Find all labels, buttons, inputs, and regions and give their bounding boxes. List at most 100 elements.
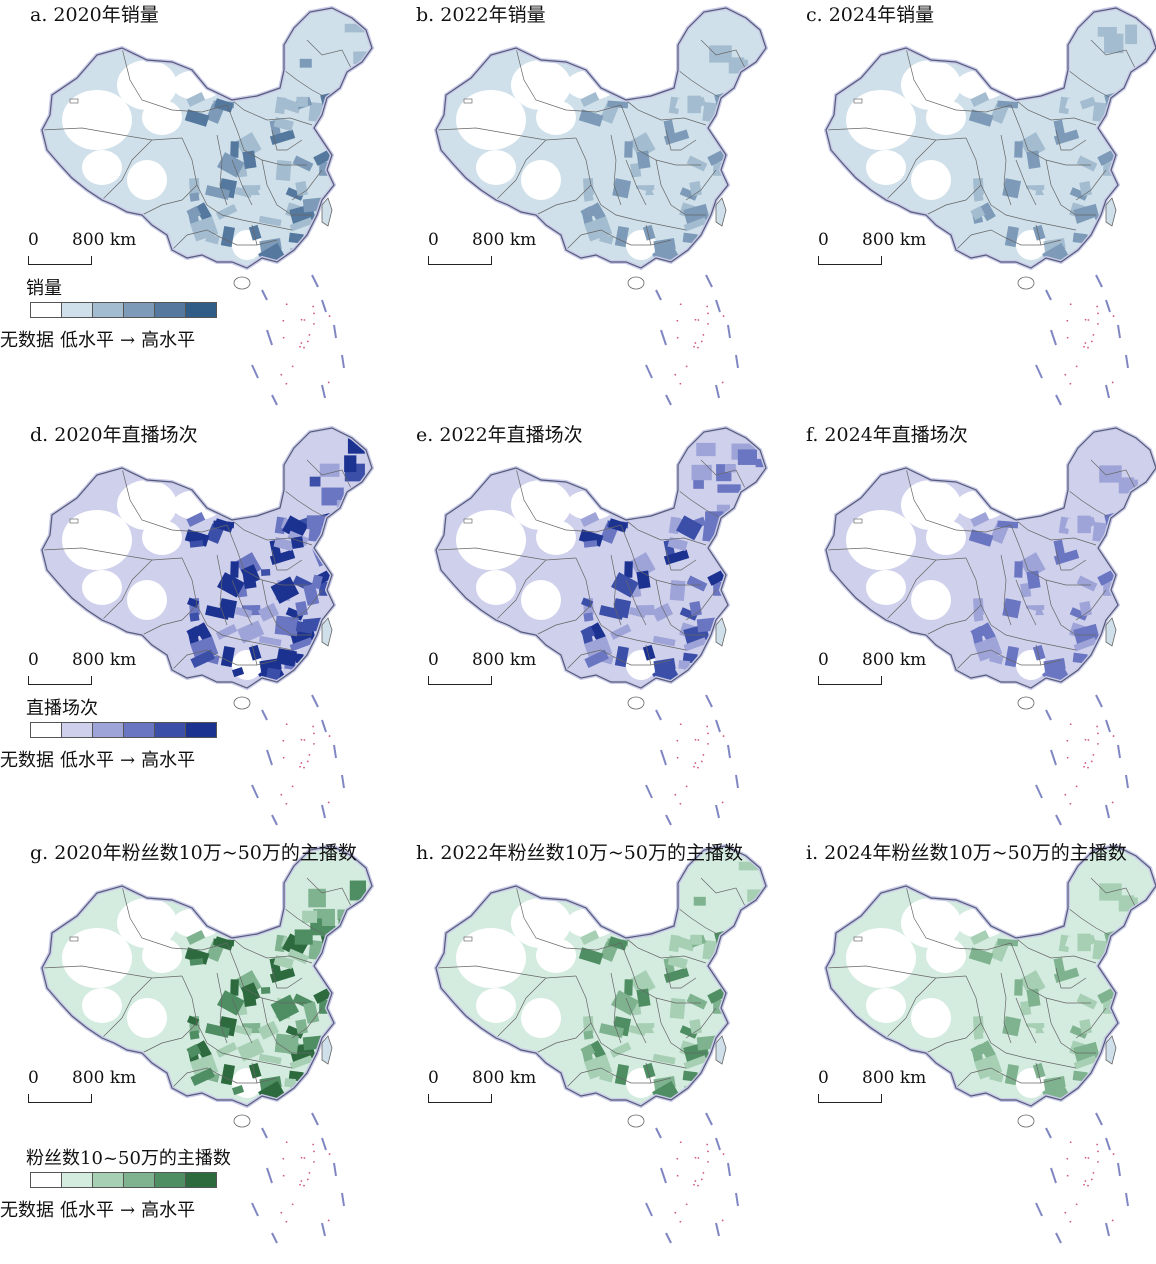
island-dot <box>299 765 301 768</box>
province-border <box>283 489 328 519</box>
province-border <box>291 1007 323 1039</box>
island-dot <box>1087 766 1089 769</box>
island-dot <box>1069 802 1072 805</box>
nine-dash-segment <box>727 324 731 339</box>
province-border <box>1075 589 1107 621</box>
scale-line <box>818 256 882 265</box>
province-border <box>645 1062 652 1084</box>
island-dot <box>697 346 699 349</box>
legend-arrow: → <box>120 1200 136 1221</box>
nine-dash-segment <box>311 1112 319 1126</box>
scale-bar: 0 800 km <box>428 230 536 270</box>
nine-dash-segment <box>660 329 667 346</box>
province-border <box>121 47 228 113</box>
province-border <box>42 547 183 561</box>
hainan-island <box>233 1114 251 1128</box>
island-dot <box>700 340 703 343</box>
province-border <box>1015 159 1037 206</box>
province-border <box>1075 1007 1107 1039</box>
scale-line <box>428 1094 492 1103</box>
nine-dash-segment <box>1117 324 1121 339</box>
nine-dash-segment <box>660 1167 667 1184</box>
lake-marker <box>69 936 79 942</box>
island-dot <box>707 322 709 325</box>
island-dot <box>1096 1143 1099 1146</box>
province-border <box>575 557 687 651</box>
scale-distance-label: 800 km <box>862 230 927 250</box>
province-border <box>226 942 307 1004</box>
island-dot <box>1087 739 1090 741</box>
province-border <box>1055 129 1087 151</box>
nine-dash-segment <box>251 364 259 379</box>
scale-zero-label: 0 <box>428 230 439 250</box>
island-dot <box>1084 1156 1087 1159</box>
province-border <box>231 997 253 1044</box>
island-dot <box>697 739 700 741</box>
province-border <box>42 965 183 979</box>
scale-distance-label: 800 km <box>72 650 137 670</box>
island-dot <box>1097 1150 1099 1153</box>
island-dot <box>1097 1160 1099 1163</box>
island-dot <box>280 373 283 376</box>
national-boundary <box>435 7 767 269</box>
island-dot <box>1087 319 1090 321</box>
legend-swatch-2 <box>93 1173 124 1187</box>
province-border <box>495 139 547 201</box>
island-dot <box>313 312 315 315</box>
province-border <box>1000 554 1012 626</box>
island-dot <box>702 334 705 336</box>
legend-nodata-label: 无数据 <box>0 330 54 351</box>
choropleth-cells <box>42 846 372 1106</box>
scale-zero-label: 0 <box>818 230 829 250</box>
taiwan-island <box>1105 617 1117 647</box>
province-border <box>436 547 577 561</box>
province-border <box>575 137 687 231</box>
nine-dash-segment <box>341 774 345 789</box>
panel-title: d. 2020年直播场次 <box>30 424 198 446</box>
nine-dash-segment <box>1125 354 1129 369</box>
island-dot <box>1111 381 1114 384</box>
island-dot <box>328 1153 331 1155</box>
island-dot <box>1084 738 1087 741</box>
nine-dash-segment <box>1105 719 1111 733</box>
province-border <box>885 559 937 621</box>
nine-dash-segment <box>321 384 326 399</box>
hainan-island <box>233 276 251 290</box>
island-dot <box>693 345 695 348</box>
island-dot <box>1064 793 1067 796</box>
nine-dash-segment <box>261 709 268 721</box>
china-map <box>433 425 769 826</box>
nine-dash-segment <box>1125 774 1129 789</box>
nine-dash-segment <box>660 749 667 766</box>
province-border <box>700 459 747 491</box>
nine-dash-segment <box>735 1192 739 1207</box>
province-border <box>645 224 652 246</box>
nine-dash-segment <box>1050 1167 1057 1184</box>
island-dot <box>312 1143 315 1146</box>
lake-marker <box>853 98 863 104</box>
china-map <box>433 5 769 406</box>
nine-dash-segment <box>341 1192 345 1207</box>
nine-dash-segment <box>705 1112 713 1126</box>
island-dot <box>327 1219 330 1222</box>
province-border <box>965 137 1077 231</box>
scale-bar: 0 800 km <box>818 1068 926 1108</box>
island-dot <box>285 1220 288 1223</box>
island-dot <box>1069 1220 1072 1223</box>
legend-swatch-1 <box>62 723 93 737</box>
island-dot <box>282 1174 285 1177</box>
scale-line <box>818 1094 882 1103</box>
island-dot <box>1069 303 1072 306</box>
province-border <box>610 554 622 626</box>
island-dot <box>312 305 315 308</box>
legend-2: 粉丝数10~50万的主播数 无数据 低水平 → 高水平 <box>0 1144 250 1224</box>
legend-low-label: 低水平 <box>60 1200 114 1221</box>
province-border <box>655 159 706 216</box>
nine-dash-segment <box>715 1222 720 1237</box>
nine-dash-segment <box>715 719 721 733</box>
nine-dash-segment <box>321 299 327 313</box>
island-dot <box>1112 315 1115 317</box>
province-border <box>620 104 701 166</box>
map-panel-c: c. 2024年销量 0 800 km <box>806 0 1156 410</box>
island-dot <box>1092 334 1095 336</box>
